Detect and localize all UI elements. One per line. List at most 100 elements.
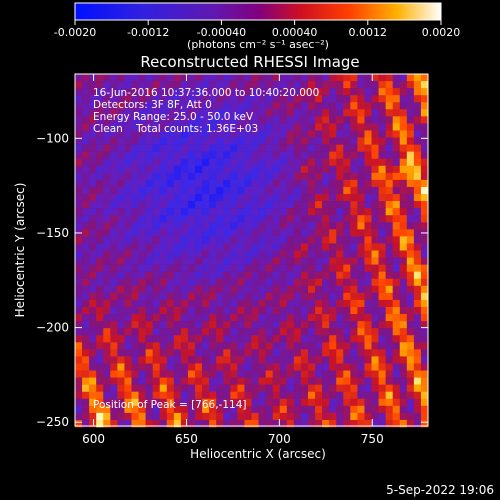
heatmap-cell <box>251 116 259 124</box>
heatmap-cell <box>307 328 316 336</box>
heatmap-cell <box>364 215 372 223</box>
heatmap-cell <box>103 335 111 343</box>
heatmap-cell <box>272 271 281 280</box>
heatmap-cell <box>138 278 146 287</box>
heatmap-cell <box>378 236 386 244</box>
heatmap-cell <box>364 250 372 258</box>
heatmap-cell <box>187 95 196 103</box>
heatmap-cell <box>265 384 273 392</box>
heatmap-cell <box>166 285 175 294</box>
heatmap-cell <box>202 123 210 131</box>
heatmap-cell <box>307 299 316 308</box>
heatmap-cell <box>343 271 351 280</box>
heatmap-cell <box>300 243 309 251</box>
heatmap-cell <box>237 299 245 308</box>
heatmap-cell <box>202 74 210 82</box>
heatmap-cell <box>173 306 182 315</box>
heatmap-cell <box>159 384 168 392</box>
heatmap-cell <box>237 208 245 216</box>
heatmap-cell <box>166 264 175 272</box>
heatmap-cell <box>392 222 401 230</box>
heatmap-cell <box>350 314 358 322</box>
heatmap-cell <box>279 95 288 103</box>
heatmap-cell <box>420 384 429 392</box>
heatmap-cell <box>322 130 330 138</box>
heatmap-cell <box>329 208 337 216</box>
y-tick-label: −100 <box>36 131 69 145</box>
heatmap-cell <box>230 314 238 322</box>
heatmap-cell <box>315 186 323 195</box>
heatmap-cell <box>265 299 273 308</box>
heatmap-cell <box>244 377 252 385</box>
heatmap-cell <box>336 194 344 202</box>
heatmap-cell <box>96 321 104 329</box>
heatmap-cell <box>343 194 351 202</box>
heatmap-cell <box>202 186 210 195</box>
heatmap-cell <box>216 236 224 244</box>
heatmap-cell <box>251 285 259 294</box>
heatmap-cell <box>315 236 323 244</box>
heatmap-cell <box>336 95 344 103</box>
heatmap-cell <box>385 264 393 272</box>
heatmap-cell <box>251 335 259 343</box>
heatmap-cell <box>293 264 302 272</box>
heatmap-cell <box>159 349 168 357</box>
heatmap-cell <box>265 137 273 145</box>
heatmap-cell <box>300 314 309 322</box>
heatmap-cell <box>392 186 401 195</box>
heatmap-cell <box>110 229 118 237</box>
heatmap-cell <box>131 102 139 110</box>
heatmap-cell <box>392 370 401 378</box>
heatmap-cell <box>82 314 90 322</box>
heatmap-cell <box>223 243 231 251</box>
heatmap-cell <box>244 264 252 272</box>
colorbar-tick-label: 0.0012 <box>349 26 388 39</box>
heatmap-cell <box>202 412 210 421</box>
heatmap-cell <box>364 102 372 110</box>
heatmap-cell <box>187 384 196 392</box>
heatmap-cell <box>307 236 316 244</box>
heatmap-cell <box>103 222 111 230</box>
heatmap-cell <box>103 419 111 428</box>
heatmap-cell <box>152 158 161 167</box>
heatmap-cell <box>293 285 302 294</box>
heatmap-cell <box>392 208 401 216</box>
heatmap-cell <box>258 292 266 301</box>
heatmap-cell <box>406 285 415 294</box>
heatmap-cell <box>103 151 111 160</box>
heatmap-cell <box>82 102 90 110</box>
heatmap-cell <box>322 144 330 152</box>
heatmap-cell <box>307 250 316 258</box>
heatmap-cell <box>244 321 252 329</box>
heatmap-cell <box>392 335 401 343</box>
heatmap-cell <box>399 137 408 145</box>
heatmap-cell <box>173 419 182 428</box>
heatmap-cell <box>195 151 203 160</box>
heatmap-cell <box>89 88 97 96</box>
heatmap-cell <box>117 292 125 301</box>
heatmap-cell <box>350 229 358 237</box>
heatmap-cell <box>258 299 266 308</box>
heatmap-cell <box>82 81 90 89</box>
heatmap-cell <box>350 222 358 230</box>
heatmap-cell <box>202 264 210 272</box>
heatmap-cell <box>152 250 161 258</box>
heatmap-cell <box>336 144 344 152</box>
heatmap-cell <box>392 377 401 385</box>
heatmap-cell <box>187 243 196 251</box>
heatmap-cell <box>202 222 210 230</box>
heatmap-cell <box>378 257 386 265</box>
heatmap-cell <box>364 335 372 343</box>
heatmap-cell <box>166 151 175 160</box>
heatmap-cell <box>89 116 97 124</box>
heatmap-cell <box>315 306 323 315</box>
heatmap-cell <box>413 116 422 124</box>
heatmap-cell <box>244 236 252 244</box>
heatmap-cell <box>371 370 379 378</box>
heatmap-cell <box>357 391 365 400</box>
heatmap-cell <box>209 335 217 343</box>
heatmap-cell <box>251 370 259 378</box>
heatmap-cell <box>385 299 393 308</box>
heatmap-cell <box>209 250 217 258</box>
heatmap-cell <box>329 285 337 294</box>
